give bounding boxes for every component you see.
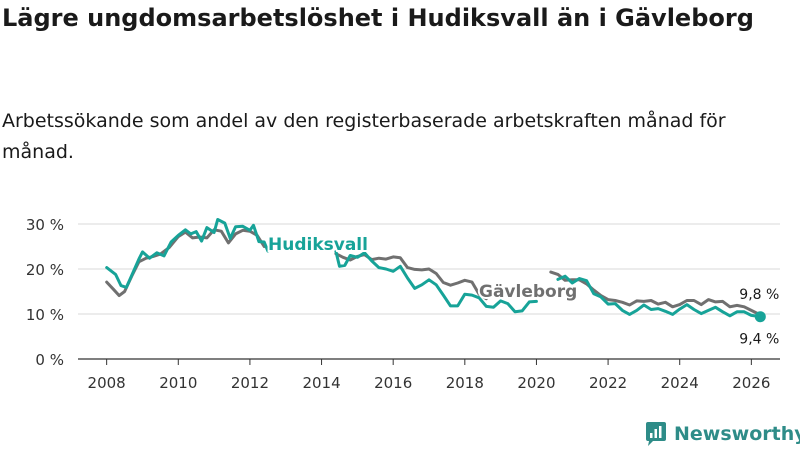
x-tick-label: 2022: [589, 374, 627, 392]
series-line-hudiksvall: [105, 218, 762, 319]
brand-name: Newsworthy: [674, 423, 800, 445]
newsworthy-icon: [646, 422, 666, 446]
x-tick-label: 2016: [374, 374, 412, 392]
end-label-gavleborg: 9,8 %: [739, 287, 779, 303]
x-tick-label: 2020: [517, 374, 555, 392]
chart-subtitle: Arbetssökande som andel av den registerb…: [2, 110, 726, 163]
end-point-hudiksvall: [754, 311, 766, 323]
y-tick-label: 30 %: [26, 216, 64, 234]
x-tick-label: 2010: [159, 374, 197, 392]
series-label-hudiksvall: Hudiksvall: [268, 235, 368, 255]
brand-logo: Newsworthy: [644, 420, 800, 448]
x-tick-label: 2018: [446, 374, 484, 392]
x-tick-label: 2008: [88, 374, 126, 392]
x-tick-label: 2012: [231, 374, 269, 392]
x-tick-label: 2026: [732, 374, 770, 392]
series-line-gavleborg: [105, 228, 762, 317]
end-label-hudiksvall: 9,4 %: [739, 332, 779, 348]
series-label-gavleborg: Gävleborg: [479, 282, 577, 302]
y-tick-label: 20 %: [26, 261, 64, 279]
y-tick-label: 0 %: [35, 351, 64, 369]
x-tick-label: 2014: [302, 374, 340, 392]
x-tick-label: 2024: [661, 374, 699, 392]
chart-title: Lägre ungdomsarbetslöshet i Hudiksvall ä…: [2, 4, 754, 32]
y-tick-label: 10 %: [26, 306, 64, 324]
